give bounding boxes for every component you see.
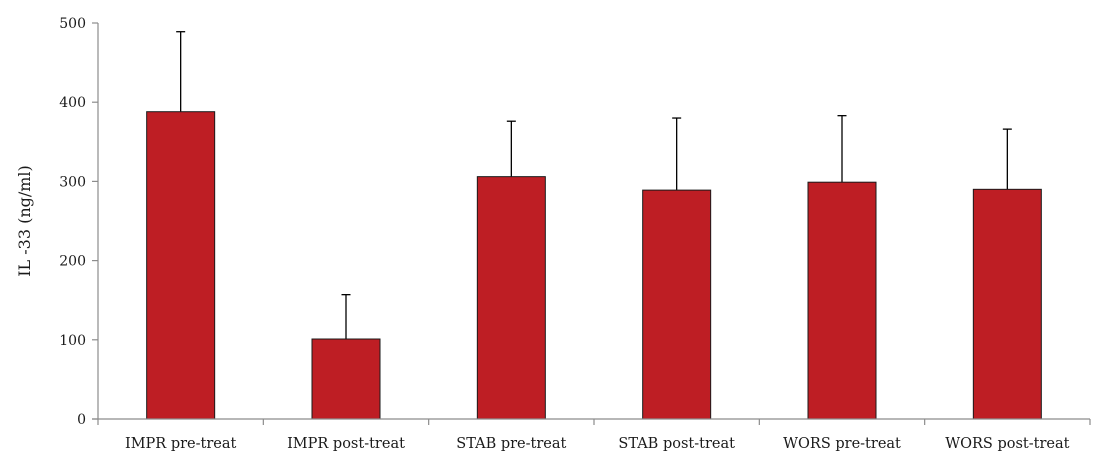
y-tick-label: 0 <box>77 412 86 428</box>
bar <box>807 181 877 420</box>
x-category-label: IMPR pre-treat <box>125 436 237 452</box>
error-bars <box>176 31 1012 340</box>
bar <box>642 189 712 420</box>
x-category-label: IMPR post-treat <box>287 436 405 452</box>
x-category-label: STAB post-treat <box>618 436 735 452</box>
bars <box>146 111 1042 420</box>
x-category-label: STAB pre-treat <box>456 436 566 452</box>
y-axis-title: IL -33 (ng/ml) <box>15 165 34 277</box>
y-tick-label: 400 <box>59 95 86 111</box>
bar <box>476 176 546 420</box>
bar <box>146 111 216 420</box>
y-tick-label: 300 <box>59 174 86 190</box>
x-category-label: WORS pre-treat <box>783 436 901 452</box>
bar <box>972 188 1042 420</box>
y-tick-label: 200 <box>59 254 86 270</box>
bar <box>311 338 381 420</box>
axes: 0 100 200 300 400 500 IMPR pre-treat IMPR post-… <box>59 16 1091 452</box>
x-category-label: WORS post-treat <box>945 436 1069 452</box>
y-tick-label: 100 <box>59 333 86 349</box>
y-tick-label: 500 <box>59 16 86 32</box>
